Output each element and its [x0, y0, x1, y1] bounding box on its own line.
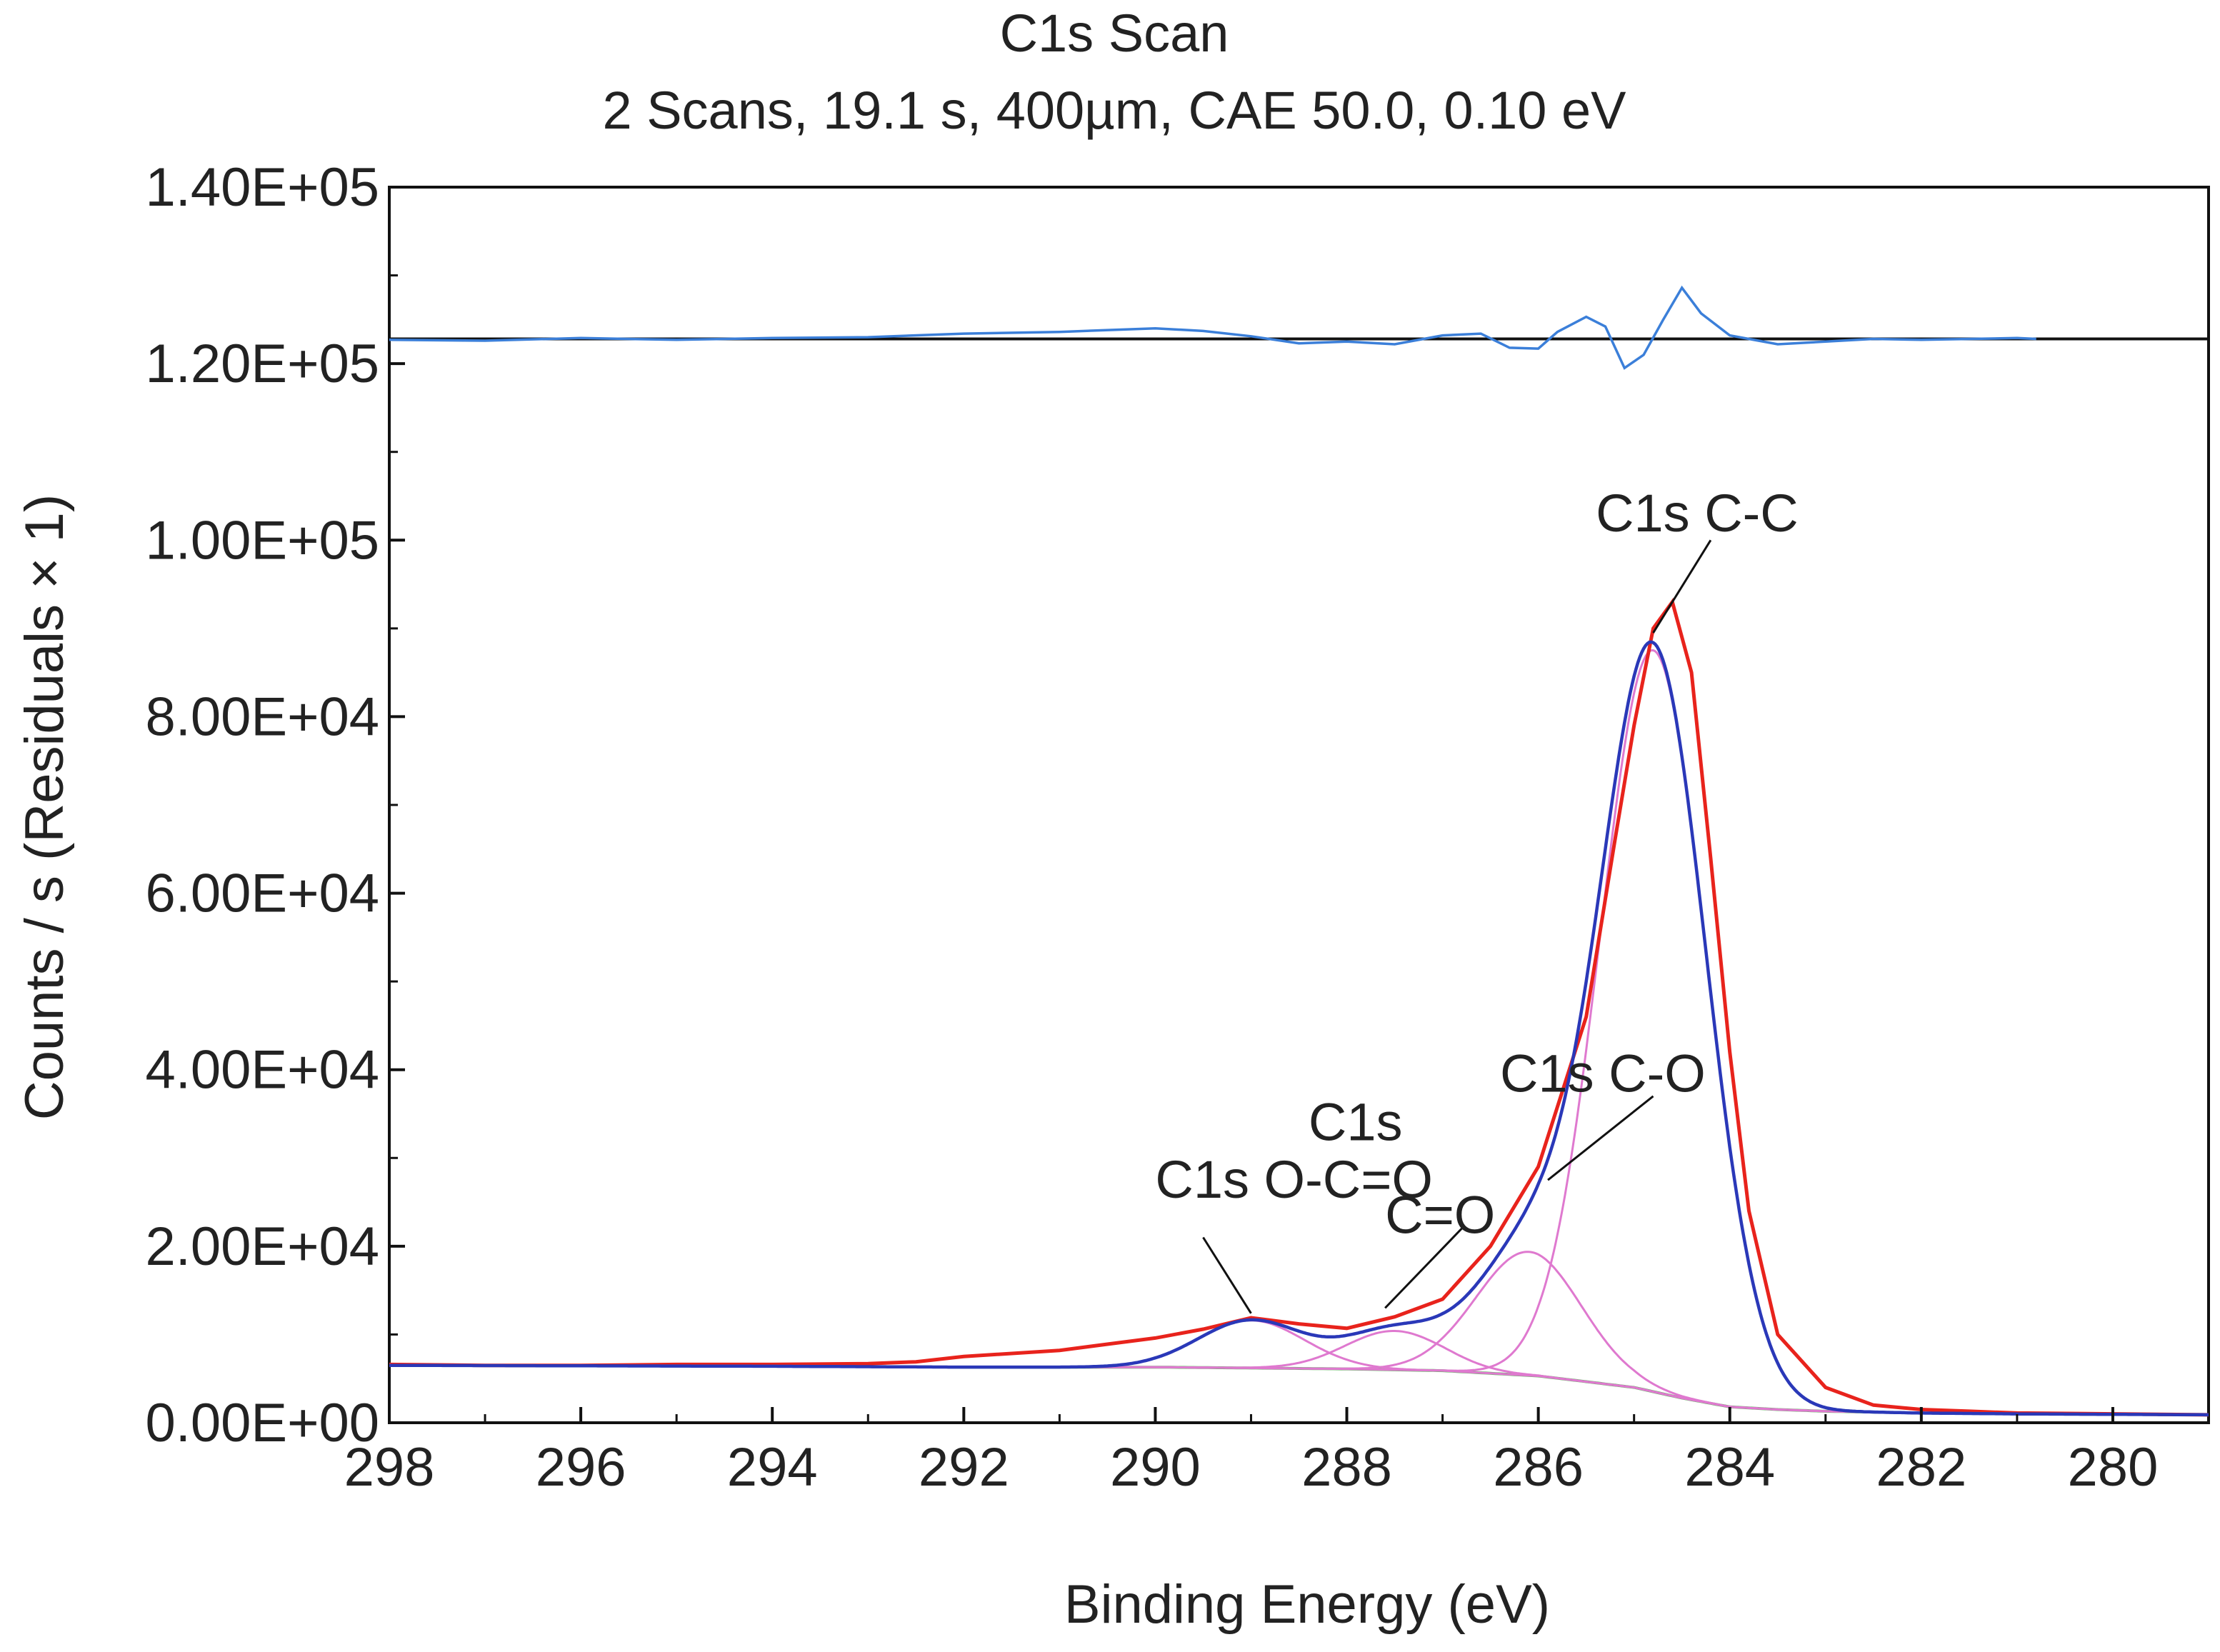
y-tick-label-7: 1.40E+05: [145, 157, 379, 218]
annotation-c1s-2: C1s: [1309, 1093, 1403, 1152]
y-tick-label-0: 0.00E+00: [145, 1393, 379, 1453]
residuals-line: [389, 285, 2036, 370]
y-tick-label-6: 1.20E+05: [145, 334, 379, 394]
x-tick-label-294: 294: [727, 1437, 818, 1498]
chart-subtitle: 2 Scans, 19.1 s, 400µm, CAE 50.0, 0.10 e…: [602, 81, 1626, 140]
x-axis: 298 296 294 292 290 288 286 284 282 280: [344, 1407, 2159, 1498]
x-tick-label-282: 282: [1876, 1437, 1966, 1498]
annotation-leader-c1s-o-c-o-4: [1202, 1236, 1252, 1314]
x-tick-label-280: 280: [2068, 1437, 2159, 1498]
x-tick-label-288: 288: [1301, 1437, 1392, 1498]
annotation-leader-c-o-3: [1384, 1228, 1463, 1309]
annotation-c1s-c-o-1: C1s C-O: [1500, 1044, 1706, 1103]
annotation-leader-c1s-c-o-1: [1547, 1095, 1654, 1181]
envelope-line: [389, 640, 2209, 1417]
x-tick-label-298: 298: [344, 1437, 435, 1498]
x-tick-label-284: 284: [1684, 1437, 1775, 1498]
y-tick-label-2: 4.00E+04: [145, 1040, 379, 1101]
y-axis-label: Counts / s (Residuals × 1): [14, 494, 75, 1121]
y-tick-label-1: 2.00E+04: [145, 1216, 379, 1277]
y-tick-label-5: 1.00E+05: [145, 510, 379, 571]
x-tick-label-290: 290: [1110, 1437, 1201, 1498]
x-axis-label: Binding Energy (eV): [1064, 1574, 1550, 1635]
plot-area: [388, 186, 2210, 1424]
annotation-c-o-3: C=O: [1385, 1185, 1495, 1244]
x-tick-label-286: 286: [1493, 1437, 1584, 1498]
annotation-c1s-o-c-o-4: C1s O-C=O: [1155, 1150, 1433, 1209]
x-tick-label-292: 292: [919, 1437, 1009, 1498]
y-tick-label-3: 6.00E+04: [145, 863, 379, 924]
y-axis: 0.00E+00 2.00E+04 4.00E+04 6.00E+04 8.00E+04…: [145, 157, 405, 1453]
plot-frame: [388, 186, 2210, 1424]
annotation-c1s-c-c-0: C1s C-C: [1596, 484, 1799, 543]
y-tick-label-4: 8.00E+04: [145, 686, 379, 747]
raw-data-line: [389, 598, 2209, 1417]
annotation-leader-c1s-c-c-0: [1652, 539, 1712, 634]
chart-title: C1s Scan: [1000, 4, 1229, 63]
x-tick-label-296: 296: [536, 1437, 626, 1498]
